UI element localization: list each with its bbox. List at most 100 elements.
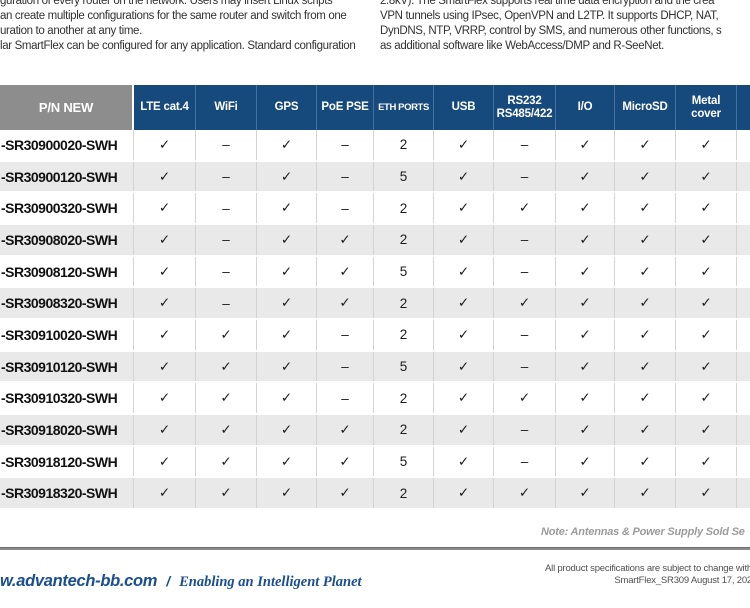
check-mark: ✓ <box>676 320 737 350</box>
clipped-column-cell <box>737 256 750 287</box>
website-link[interactable]: w.advantech-bb.com <box>0 572 158 590</box>
check-mark: ✓ <box>134 446 196 477</box>
check-mark: ✓ <box>317 478 374 509</box>
part-number: -SR30910320-SWH <box>0 383 134 414</box>
check-mark: ✓ <box>556 193 615 224</box>
dash-mark: – <box>317 351 374 382</box>
paragraph-line: DynDNS, NTP, VRRP, control by SMS, and n… <box>380 25 722 37</box>
dash-mark: – <box>196 161 257 192</box>
check-mark: ✓ <box>676 415 737 445</box>
column-header-wifi: WiFi <box>196 85 257 130</box>
check-mark: ✓ <box>134 225 196 255</box>
column-header-poe-pse: PoE PSE <box>317 85 374 130</box>
dash-mark: – <box>494 161 556 192</box>
table-row: -SR30918320-SWH ✓ ✓ ✓ ✓ 2 ✓ ✓ ✓ ✓ ✓ <box>0 478 750 511</box>
eth-ports-count: 2 <box>374 193 434 224</box>
check-mark: ✓ <box>434 415 494 445</box>
check-mark: ✓ <box>257 193 317 224</box>
check-mark: ✓ <box>676 446 737 477</box>
part-number: -SR30910120-SWH <box>0 351 134 382</box>
eth-ports-count: 2 <box>374 415 434 445</box>
table-row: -SR30900020-SWH ✓ – ✓ –2 ✓ – ✓ ✓ ✓ <box>0 130 750 162</box>
check-mark: ✓ <box>434 193 494 224</box>
check-mark: ✓ <box>134 161 196 192</box>
dash-mark: – <box>494 256 556 287</box>
footer-brand: w.advantech-bb.com / Enabling an Intelli… <box>0 572 362 591</box>
table-row: -SR30908020-SWH ✓ – ✓ ✓ 2 ✓ – ✓ ✓ ✓ <box>0 225 750 257</box>
dash-mark: – <box>494 351 556 382</box>
column-header-usb: USB <box>434 85 494 130</box>
eth-ports-count: 5 <box>374 351 434 382</box>
dash-mark: – <box>317 383 374 414</box>
eth-ports-count: 2 <box>374 478 434 509</box>
legal-line: All product specifications are subject t… <box>545 563 750 574</box>
eth-ports-count: 2 <box>374 383 434 414</box>
column-header-pn-new: P/N NEW <box>0 85 134 130</box>
table-row: -SR30908120-SWH ✓ – ✓ ✓ 5 ✓ – ✓ ✓ ✓ <box>0 256 750 289</box>
eth-ports-count: 2 <box>374 225 434 255</box>
check-mark: ✓ <box>615 288 676 319</box>
check-mark: ✓ <box>615 320 676 350</box>
check-mark: ✓ <box>257 161 317 192</box>
column-header-eth-ports: ETH PORTS <box>374 85 434 130</box>
part-number: -SR30918320-SWH <box>0 478 134 509</box>
column-header-clipped <box>737 85 750 130</box>
check-mark: ✓ <box>676 288 737 319</box>
check-mark: ✓ <box>317 256 374 287</box>
table-row: -SR30918120-SWH ✓ ✓ ✓ ✓ 5 ✓ – ✓ ✓ ✓ <box>0 446 750 479</box>
table-row: -SR30900320-SWH ✓ – ✓ –2 ✓ ✓ ✓ ✓ ✓ <box>0 193 750 226</box>
paragraph-line: guration of every router on the network.… <box>0 0 333 7</box>
dash-mark: – <box>196 130 257 160</box>
clipped-column-cell <box>737 351 750 382</box>
check-mark: ✓ <box>434 320 494 350</box>
check-mark: ✓ <box>556 351 615 382</box>
column-header-lte-cat-4: LTE cat.4 <box>134 85 196 130</box>
check-mark: ✓ <box>556 478 615 509</box>
check-mark: ✓ <box>434 288 494 319</box>
check-mark: ✓ <box>257 478 317 509</box>
check-mark: ✓ <box>615 161 676 192</box>
table-header-row: P/N NEW LTE cat.4 WiFi GPS PoE PSE ETH PORTS… <box>0 85 750 130</box>
check-mark: ✓ <box>257 383 317 414</box>
check-mark: ✓ <box>615 478 676 509</box>
check-mark: ✓ <box>615 383 676 414</box>
check-mark: ✓ <box>556 225 615 255</box>
table-row: -SR30910120-SWH ✓ ✓ ✓ –5 ✓ – ✓ ✓ ✓ <box>0 351 750 384</box>
eth-ports-count: 5 <box>374 446 434 477</box>
part-number: -SR30908120-SWH <box>0 256 134 287</box>
check-mark: ✓ <box>434 478 494 509</box>
check-mark: ✓ <box>434 351 494 382</box>
paragraph-line: uration to another at any time. <box>0 25 142 37</box>
dash-mark: – <box>494 446 556 477</box>
check-mark: ✓ <box>494 478 556 509</box>
dash-mark: – <box>196 193 257 224</box>
part-number: -SR30918120-SWH <box>0 446 134 477</box>
clipped-column-cell <box>737 446 750 477</box>
check-mark: ✓ <box>676 193 737 224</box>
check-mark: ✓ <box>615 225 676 255</box>
check-mark: ✓ <box>257 225 317 255</box>
check-mark: ✓ <box>196 320 257 350</box>
eth-ports-count: 2 <box>374 288 434 319</box>
check-mark: ✓ <box>196 351 257 382</box>
check-mark: ✓ <box>615 415 676 445</box>
check-mark: ✓ <box>434 130 494 160</box>
clipped-column-cell <box>737 225 750 255</box>
footer-divider-rule <box>0 547 750 550</box>
clipped-column-cell <box>737 161 750 192</box>
check-mark: ✓ <box>257 288 317 319</box>
check-mark: ✓ <box>257 351 317 382</box>
eth-ports-count: 5 <box>374 256 434 287</box>
check-mark: ✓ <box>134 130 196 160</box>
dash-mark: – <box>317 130 374 160</box>
check-mark: ✓ <box>615 351 676 382</box>
check-mark: ✓ <box>676 130 737 160</box>
table-row: -SR30908320-SWH ✓ – ✓ ✓ 2 ✓ ✓ ✓ ✓ ✓ <box>0 288 750 321</box>
check-mark: ✓ <box>494 288 556 319</box>
check-mark: ✓ <box>434 256 494 287</box>
clipped-column-cell <box>737 383 750 414</box>
check-mark: ✓ <box>134 256 196 287</box>
intro-right-column: 2.8kV). The SmartFlex supports real time… <box>380 0 750 54</box>
column-header-microsd: MicroSD <box>615 85 676 130</box>
